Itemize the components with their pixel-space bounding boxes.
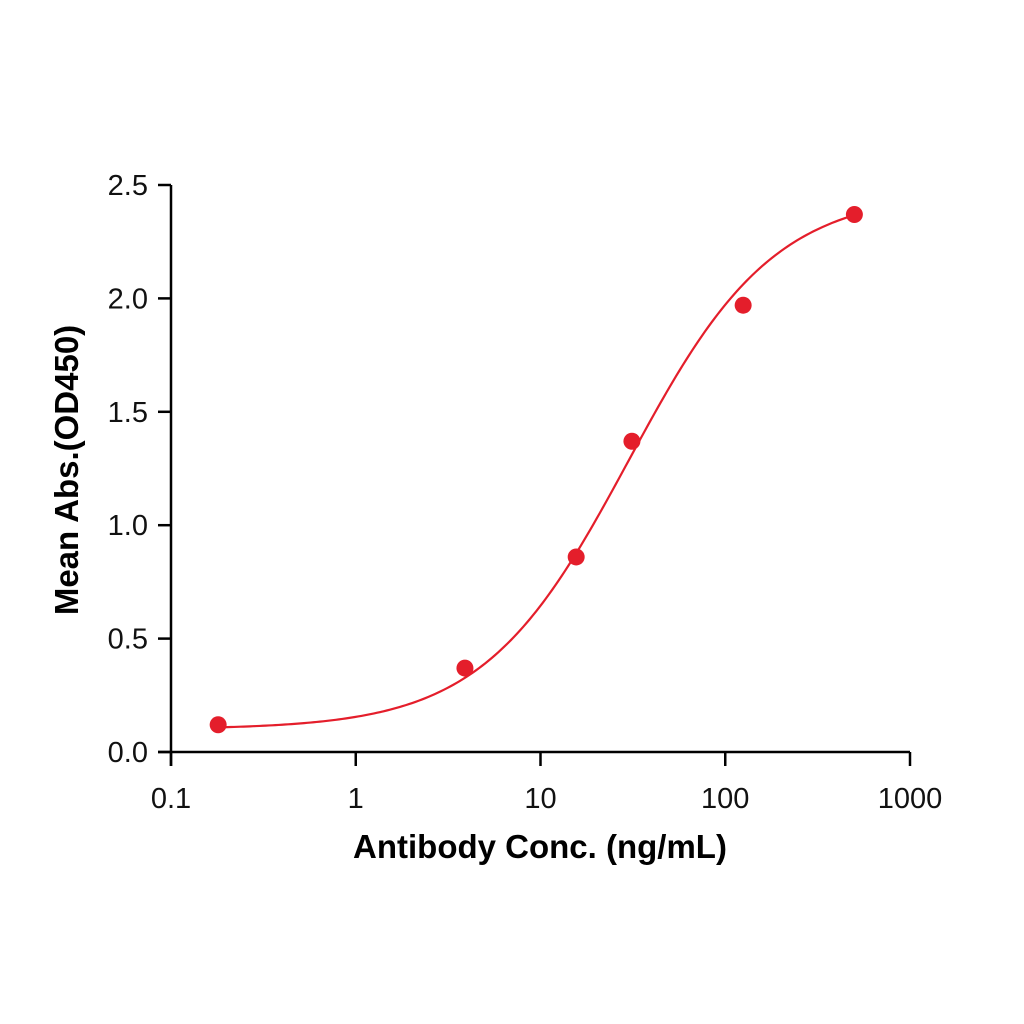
y-tick-label: 2.5 (108, 170, 148, 202)
y-tick-label: 1.0 (108, 510, 148, 542)
data-point (623, 432, 641, 450)
y-axis-title: Mean Abs.(OD450) (48, 325, 85, 615)
y-tick-label: 1.5 (108, 397, 148, 429)
x-tick-label: 100 (701, 783, 749, 815)
x-ticks: 0.1 1 10 100 1000 (151, 752, 942, 815)
x-tick-label: 10 (524, 783, 556, 815)
x-tick-label: 0.1 (151, 783, 191, 815)
y-tick-label: 0.5 (108, 624, 148, 656)
x-tick-label: 1 (348, 783, 364, 815)
data-point (209, 716, 227, 734)
axes: 0.0 0.5 1.0 1.5 2.0 2.5 0.1 1 10 100 1000 (108, 170, 943, 815)
data-point (567, 548, 585, 566)
y-tick-label: 2.0 (108, 283, 148, 315)
data-points (209, 205, 863, 734)
x-axis-title: Antibody Conc. (ng/mL) (353, 828, 727, 865)
data-point (734, 296, 752, 314)
data-point (845, 205, 863, 223)
x-tick-label: 1000 (878, 783, 943, 815)
fit-curve (218, 214, 855, 729)
y-ticks: 0.0 0.5 1.0 1.5 2.0 2.5 (108, 170, 171, 769)
y-tick-label: 0.0 (108, 737, 148, 769)
data-point (456, 659, 474, 677)
